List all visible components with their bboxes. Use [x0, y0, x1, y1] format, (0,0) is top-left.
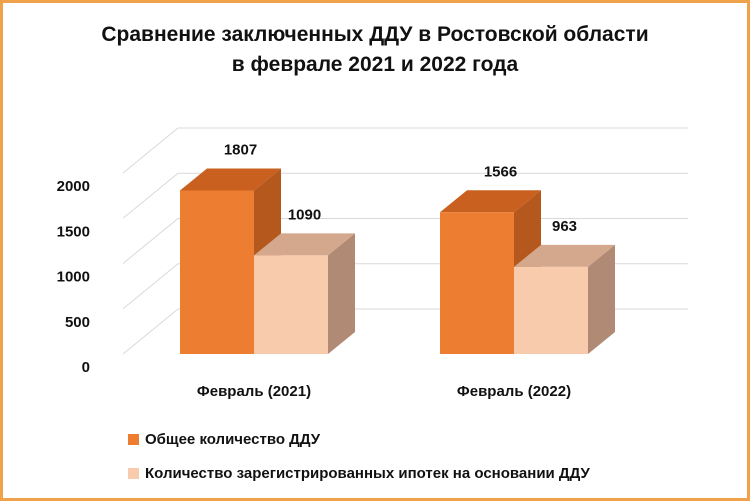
y-axis-ticks: 0 500 1000 1500 2000 [57, 178, 90, 376]
bar-1-1 [514, 266, 588, 354]
bar-top-0-1 [254, 233, 355, 256]
bar-side-1-1 [588, 244, 615, 354]
y-tick-label-0: 0 [82, 359, 90, 376]
legend-item-series-2: Количество зарегистрированных ипотек на … [128, 462, 590, 484]
gridline-diagonal-2 [122, 218, 179, 264]
chart-title: Сравнение заключенных ДДУ в Ростовской о… [0, 20, 750, 80]
bar-top-0-0 [180, 168, 281, 191]
x-tick-label-1: Февраль (2022) [457, 383, 571, 400]
legend-label-series-2: Количество зарегистрированных ипотек на … [145, 464, 590, 482]
bar-top-1-1 [514, 244, 615, 267]
data-label-1-0: 1566 [484, 163, 517, 180]
data-label-0-0: 1807 [224, 141, 257, 158]
chart-title-line-1: Сравнение заключенных ДДУ в Ростовской о… [101, 23, 649, 46]
y-tick-label-4: 2000 [57, 178, 90, 195]
chart-title-line-2: в феврале 2021 и 2022 года [231, 53, 519, 76]
x-tick-label-0: Февраль (2021) [197, 383, 311, 400]
bar-top-1-0 [440, 190, 541, 213]
gridline-diagonal-4 [122, 127, 179, 174]
bars [180, 168, 615, 354]
legend: Общее количество ДДУ Количество зарегист… [128, 428, 590, 496]
data-labels: 1807 1090 1566 963 [224, 141, 577, 234]
legend-swatch-series-1 [128, 433, 139, 445]
gridline-diagonal-3 [122, 172, 179, 219]
gridline-diagonal-1 [122, 263, 179, 310]
y-tick-label-1: 500 [65, 314, 90, 331]
bar-side-0-1 [328, 233, 355, 354]
bar-0-1 [254, 255, 328, 354]
bar-1-0 [440, 212, 514, 354]
x-axis-labels: Февраль (2021) Февраль (2022) [197, 383, 571, 400]
data-label-1-1: 963 [552, 218, 577, 235]
data-label-0-1: 1090 [288, 206, 321, 223]
bar-0-0 [180, 190, 254, 354]
gridline-diagonal-0 [122, 308, 179, 355]
legend-label-series-1: Общее количество ДДУ [145, 430, 321, 448]
legend-item-series-1: Общее количество ДДУ [128, 428, 590, 450]
y-tick-label-2: 1000 [57, 269, 90, 286]
y-tick-label-3: 1500 [57, 223, 90, 240]
legend-swatch-series-2 [128, 467, 139, 479]
